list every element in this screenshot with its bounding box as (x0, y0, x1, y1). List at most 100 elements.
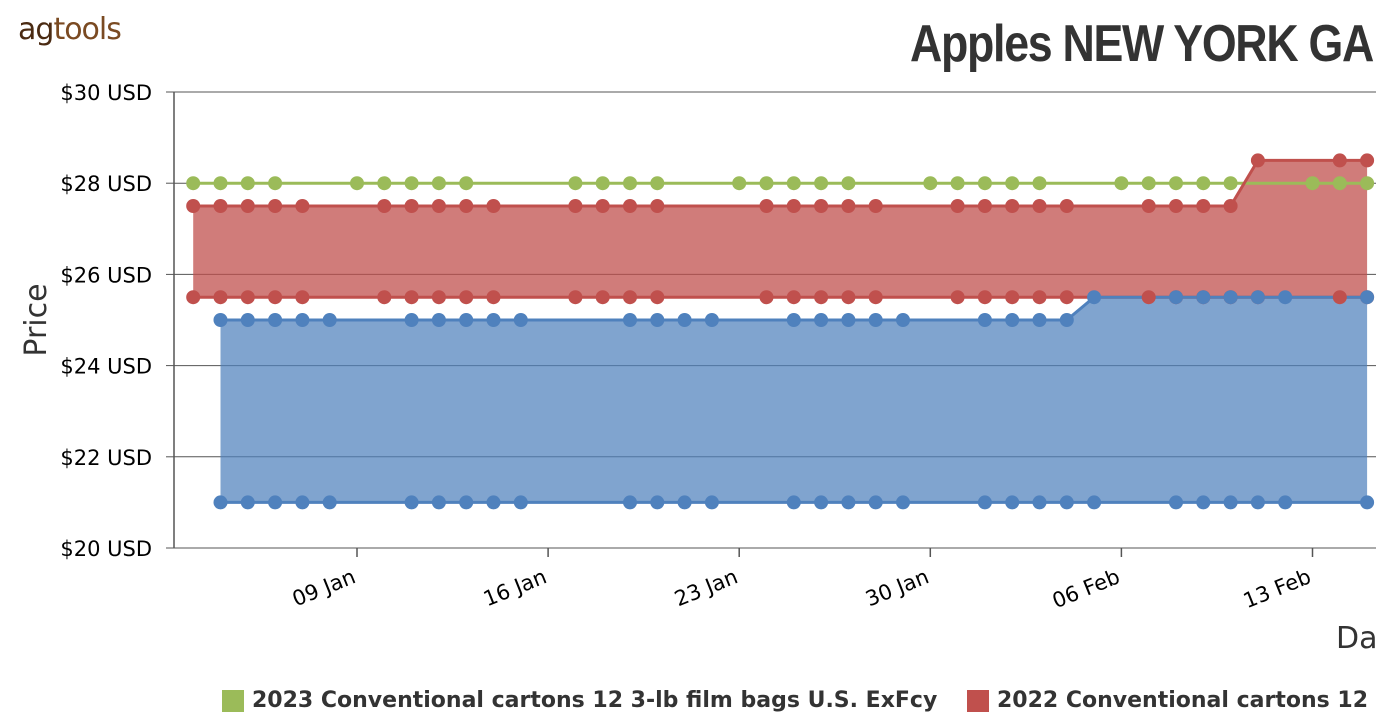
data-point (568, 290, 583, 305)
data-point (404, 313, 419, 327)
data-point (704, 495, 719, 510)
data-point (1005, 176, 1020, 191)
data-point (1005, 495, 1020, 510)
x-tick-label: 09 Jan (289, 564, 359, 611)
data-point (295, 290, 310, 305)
data-point (295, 313, 310, 327)
legend-label-2023: 2023 Conventional cartons 12 3-lb film b… (252, 688, 938, 713)
x-axis-title: Da (1336, 621, 1376, 656)
data-point (404, 495, 419, 510)
logo-part-ag: ag (18, 12, 54, 47)
data-point (295, 495, 310, 510)
data-point (213, 290, 228, 305)
data-point (1223, 495, 1238, 510)
data-point (868, 290, 883, 305)
range-areas (193, 160, 1368, 503)
legend-swatch-2022 (966, 689, 989, 712)
agtools-logo[interactable]: agtools (18, 12, 122, 47)
data-point (486, 495, 501, 510)
data-point (1360, 495, 1375, 510)
data-point (650, 495, 665, 510)
data-point (459, 313, 474, 327)
legend-item-2022[interactable]: 2022 Conventional cartons 12 3- (966, 688, 1376, 713)
data-point (459, 199, 474, 213)
data-point (459, 495, 474, 510)
data-point (268, 495, 283, 510)
legend-item-2023[interactable]: 2023 Conventional cartons 12 3-lb film b… (222, 688, 937, 713)
data-point (1196, 495, 1211, 510)
range-area (220, 297, 1368, 503)
data-point (650, 313, 665, 327)
data-point (431, 199, 446, 213)
data-point (268, 290, 283, 305)
data-point (486, 199, 501, 213)
data-point (814, 199, 829, 213)
data-point (868, 313, 883, 327)
data-point (186, 199, 201, 213)
chart-title: Apples NEW YORK GA (910, 15, 1374, 73)
data-point (759, 199, 774, 213)
y-tick-label: $22 USD (60, 446, 152, 470)
data-point (623, 290, 637, 305)
data-point (650, 199, 665, 213)
data-point (977, 290, 992, 305)
data-point (240, 199, 255, 213)
data-point (268, 176, 283, 191)
data-point (595, 199, 610, 213)
data-point (1032, 176, 1047, 191)
data-point (786, 176, 801, 191)
data-point (240, 313, 255, 327)
data-point (896, 495, 910, 510)
data-point (1332, 176, 1347, 191)
data-point (568, 176, 583, 191)
data-point (923, 176, 938, 191)
data-point (977, 495, 992, 510)
data-point (431, 313, 446, 327)
data-point (977, 199, 992, 213)
data-point (841, 495, 856, 510)
data-point (240, 176, 255, 191)
data-point (1169, 176, 1183, 191)
data-point (322, 495, 337, 510)
data-point (1250, 495, 1265, 510)
data-point (841, 313, 856, 327)
data-point (786, 290, 801, 305)
data-point (677, 495, 692, 510)
data-point (377, 199, 392, 213)
data-point (1141, 290, 1156, 305)
data-point (213, 176, 228, 191)
data-point (240, 290, 255, 305)
data-point (868, 495, 883, 510)
data-point (377, 176, 392, 191)
data-point (295, 199, 310, 213)
data-point (1278, 290, 1293, 305)
data-point (213, 313, 228, 327)
data-point (377, 290, 392, 305)
data-point (759, 176, 774, 191)
data-point (431, 290, 446, 305)
data-point (213, 199, 228, 213)
x-tick-label: 23 Jan (671, 564, 741, 611)
data-point (1032, 199, 1047, 213)
data-point (1141, 176, 1156, 191)
data-point (1005, 313, 1020, 327)
data-point (950, 290, 965, 305)
legend: 2023 Conventional cartons 12 3-lb film b… (222, 688, 1376, 718)
data-point (1223, 290, 1238, 305)
data-point (786, 313, 801, 327)
data-point (841, 199, 856, 213)
y-tick-label: $24 USD (60, 355, 152, 379)
y-tick-label: $26 USD (60, 263, 152, 287)
data-point (186, 176, 201, 191)
data-point (1360, 153, 1375, 168)
legend-swatch-2023 (222, 689, 244, 712)
data-point (814, 313, 829, 327)
data-point (1360, 290, 1375, 305)
data-point (623, 495, 637, 510)
data-point (1196, 290, 1211, 305)
data-point (1332, 290, 1347, 305)
data-point (1169, 495, 1183, 510)
data-point (1114, 176, 1129, 191)
data-point (186, 290, 201, 305)
data-point (1332, 153, 1347, 168)
